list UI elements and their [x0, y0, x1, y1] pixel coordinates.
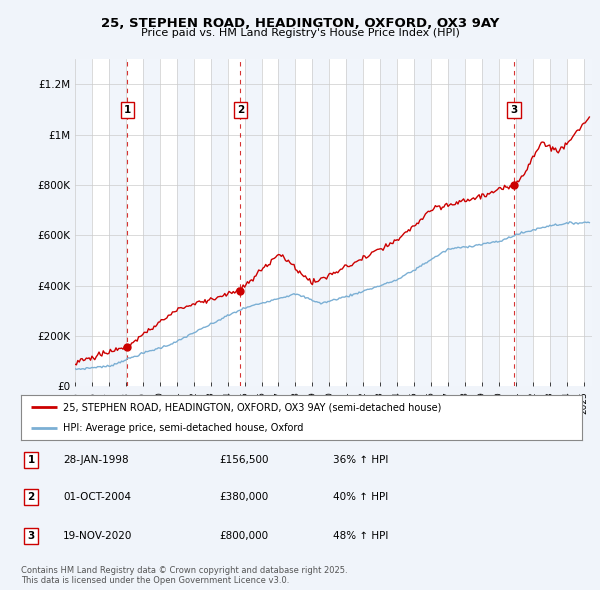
Bar: [414, 59, 431, 386]
Bar: [448, 59, 465, 386]
Bar: [346, 59, 363, 386]
Text: 1: 1: [124, 105, 131, 114]
Text: £380,000: £380,000: [219, 493, 268, 502]
Text: 48% ↑ HPI: 48% ↑ HPI: [333, 531, 388, 540]
Bar: [550, 59, 567, 386]
Text: £156,500: £156,500: [219, 455, 269, 465]
Text: 1: 1: [28, 455, 35, 465]
Text: 36% ↑ HPI: 36% ↑ HPI: [333, 455, 388, 465]
Bar: [75, 59, 92, 386]
Text: £800,000: £800,000: [219, 531, 268, 540]
Text: 3: 3: [511, 105, 518, 114]
Bar: [177, 59, 194, 386]
Text: 25, STEPHEN ROAD, HEADINGTON, OXFORD, OX3 9AY: 25, STEPHEN ROAD, HEADINGTON, OXFORD, OX…: [101, 17, 499, 30]
Bar: [143, 59, 160, 386]
Bar: [278, 59, 295, 386]
Text: Contains HM Land Registry data © Crown copyright and database right 2025.
This d: Contains HM Land Registry data © Crown c…: [21, 566, 347, 585]
Bar: [482, 59, 499, 386]
Bar: [109, 59, 126, 386]
Text: 19-NOV-2020: 19-NOV-2020: [63, 531, 133, 540]
Text: 2: 2: [237, 105, 244, 114]
Bar: [380, 59, 397, 386]
Text: 28-JAN-1998: 28-JAN-1998: [63, 455, 128, 465]
Bar: [313, 59, 329, 386]
Bar: [516, 59, 533, 386]
Bar: [245, 59, 262, 386]
Text: 2: 2: [28, 493, 35, 502]
Text: 01-OCT-2004: 01-OCT-2004: [63, 493, 131, 502]
Bar: [211, 59, 227, 386]
Text: 25, STEPHEN ROAD, HEADINGTON, OXFORD, OX3 9AY (semi-detached house): 25, STEPHEN ROAD, HEADINGTON, OXFORD, OX…: [63, 402, 442, 412]
Text: HPI: Average price, semi-detached house, Oxford: HPI: Average price, semi-detached house,…: [63, 422, 304, 432]
Text: 3: 3: [28, 531, 35, 540]
Text: 40% ↑ HPI: 40% ↑ HPI: [333, 493, 388, 502]
Text: Price paid vs. HM Land Registry's House Price Index (HPI): Price paid vs. HM Land Registry's House …: [140, 28, 460, 38]
Bar: [584, 59, 600, 386]
